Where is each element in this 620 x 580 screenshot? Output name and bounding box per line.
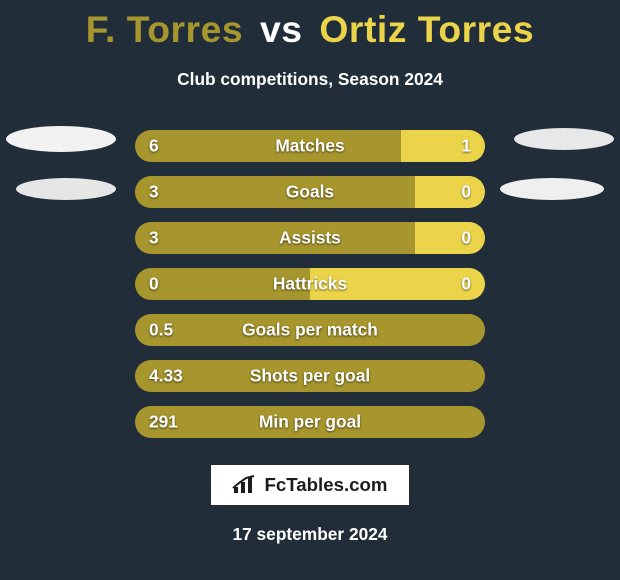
stat-label: Goals	[286, 182, 334, 203]
stat-label: Matches	[275, 136, 344, 157]
stat-label: Assists	[279, 228, 341, 249]
stat-row: 0.5 Goals per match	[135, 314, 485, 346]
stats-bars: 6 1 Matches 3 0 Goals 3 0 Assists 0 0 Hattricks 0.5 G…	[135, 130, 485, 438]
stat-bar-left	[135, 176, 415, 208]
stat-row: 3 0 Assists	[135, 222, 485, 254]
stat-row: 4.33 Shots per goal	[135, 360, 485, 392]
footer-date: 17 september 2024	[0, 524, 620, 545]
title-vs: vs	[260, 8, 303, 50]
stat-row: 291 Min per goal	[135, 406, 485, 438]
stat-value-right: 0	[461, 182, 471, 203]
stat-bar-left	[135, 130, 401, 162]
stat-row: 0 0 Hattricks	[135, 268, 485, 300]
stat-value-left: 291	[149, 412, 178, 433]
stat-label: Goals per match	[242, 320, 378, 341]
stat-value-left: 3	[149, 228, 159, 249]
stat-value-left: 0	[149, 274, 159, 295]
stat-label: Shots per goal	[250, 366, 370, 387]
subtitle: Club competitions, Season 2024	[0, 69, 620, 90]
stats-container: 6 1 Matches 3 0 Goals 3 0 Assists 0 0 Hattricks 0.5 G…	[0, 130, 620, 438]
stat-value-left: 0.5	[149, 320, 173, 341]
title-player2: Ortiz Torres	[319, 8, 534, 50]
stat-bar-right	[415, 222, 485, 254]
stat-value-left: 4.33	[149, 366, 183, 387]
stat-label: Min per goal	[259, 412, 361, 433]
stat-bar-right	[401, 130, 485, 162]
stat-row: 6 1 Matches	[135, 130, 485, 162]
chart-icon	[232, 475, 258, 495]
stat-value-left: 3	[149, 182, 159, 203]
stat-label: Hattricks	[273, 274, 347, 295]
footer-logo-text: FcTables.com	[264, 474, 387, 496]
title-player1: F. Torres	[86, 8, 243, 50]
stat-value-right: 0	[461, 228, 471, 249]
stat-bar-right	[415, 176, 485, 208]
stat-value-right: 1	[461, 136, 471, 157]
stat-bar-left	[135, 222, 415, 254]
stat-row: 3 0 Goals	[135, 176, 485, 208]
comparison-infographic: F. Torres vs Ortiz Torres Club competiti…	[0, 0, 620, 580]
stat-value-right: 0	[461, 274, 471, 295]
page-title: F. Torres vs Ortiz Torres	[0, 8, 620, 51]
footer-logo: FcTables.com	[210, 464, 410, 506]
stat-value-left: 6	[149, 136, 159, 157]
